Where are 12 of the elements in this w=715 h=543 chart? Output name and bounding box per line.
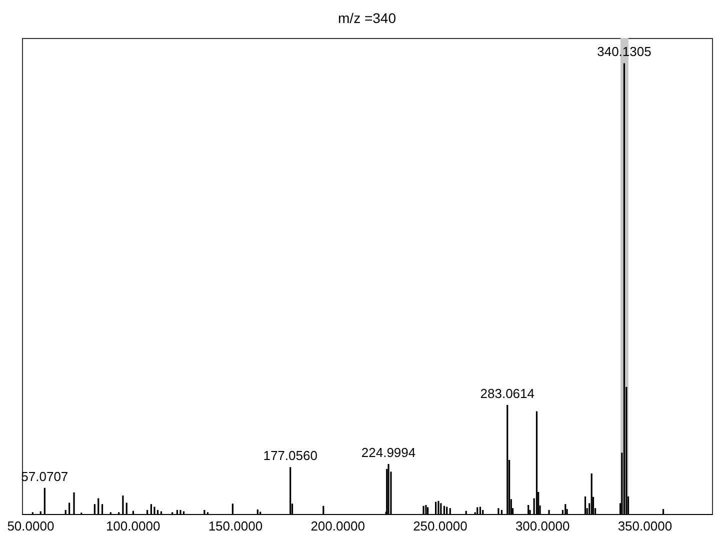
chart-title: m/z =340 bbox=[338, 10, 396, 26]
x-tick-label: 100.0000 bbox=[106, 518, 160, 534]
x-tick-label: 50.0000 bbox=[7, 518, 54, 534]
x-tick-label: 150.0000 bbox=[208, 518, 263, 534]
x-tick-label: 350.0000 bbox=[618, 518, 672, 534]
x-tick-label: 250.0000 bbox=[413, 518, 468, 534]
annotation: 177.0560 bbox=[263, 448, 318, 464]
annotation: 283.0614 bbox=[480, 386, 534, 401]
x-tick-label: 200.0000 bbox=[310, 518, 365, 534]
annotation: 340.1305 bbox=[597, 44, 652, 60]
annotation: 224.9994 bbox=[361, 444, 416, 460]
x-tick-label: 300.0000 bbox=[515, 518, 570, 534]
